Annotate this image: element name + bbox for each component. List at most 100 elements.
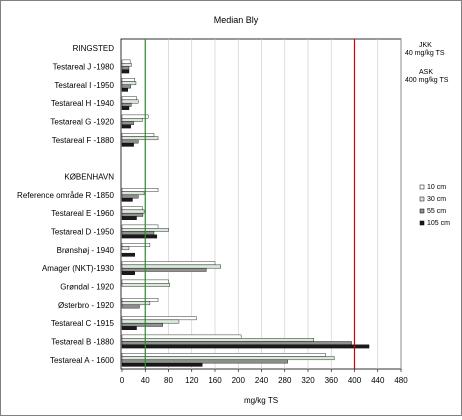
chart-title: Median Bly: [214, 15, 259, 25]
category-label: Testareal J -1980: [53, 63, 115, 72]
x-tick-label: 400: [348, 376, 362, 385]
category-label: Testareal D -1950: [51, 228, 115, 237]
bar: [121, 353, 326, 357]
reference-value-label: 400 mg/kg TS: [405, 77, 449, 84]
bar: [121, 341, 352, 345]
bar: [121, 81, 137, 86]
bar: [121, 224, 159, 229]
x-tick-label: 480: [394, 376, 408, 385]
bar: [121, 206, 143, 211]
reference-value-label: 40 mg/kg TS: [405, 50, 445, 57]
category-label: RINGSTED: [73, 44, 115, 53]
bar: [121, 188, 159, 192]
bar: [121, 139, 139, 144]
bar: [121, 96, 137, 101]
category-label: Amager (NKT)-1930: [42, 264, 115, 273]
bar: [121, 322, 163, 327]
category-label: Testareal A - 1600: [50, 356, 115, 365]
legend-swatch: [419, 184, 425, 190]
category-label: Testareal C -1915: [51, 319, 115, 328]
bar: [121, 117, 143, 122]
bar: [121, 338, 315, 342]
category-label: Testareal I -1950: [54, 81, 114, 90]
bar: [121, 267, 207, 272]
bar: [121, 133, 155, 137]
bar: [121, 106, 130, 110]
bar: [121, 252, 135, 257]
x-tick-label: 360: [325, 376, 339, 385]
x-tick-label: 160: [208, 376, 222, 385]
bar: [121, 271, 135, 275]
bar: [121, 304, 140, 309]
bar: [121, 84, 131, 89]
legend-swatch: [419, 220, 425, 226]
bar: [121, 319, 180, 324]
bar: [121, 356, 335, 361]
bar: [121, 59, 131, 64]
bar: [121, 231, 155, 235]
bar-series: [121, 59, 370, 367]
bar: [121, 121, 134, 125]
x-tick-label: 40: [141, 376, 150, 385]
bar: [121, 99, 139, 104]
bar: [121, 87, 129, 92]
bar: [121, 359, 288, 364]
bar: [121, 246, 130, 251]
category-label: Grøndal - 1920: [60, 283, 114, 292]
x-tick-label: 80: [164, 376, 173, 385]
bar: [121, 264, 222, 269]
x-tick-label: 240: [255, 376, 269, 385]
bar: [121, 136, 159, 141]
x-axis-ticks: 0 40 80 120 160 200 240 280 320 360 400 440 480: [120, 369, 408, 385]
bar: [121, 326, 137, 330]
category-label: Testareal G -1920: [50, 118, 114, 127]
bar: [121, 69, 130, 74]
legend-swatch: [419, 208, 425, 214]
bar: [121, 316, 197, 321]
legend-label: 10 cm: [427, 184, 446, 191]
bar: [121, 243, 151, 247]
legend-label: 55 cm: [427, 208, 446, 215]
x-tick-label: 280: [278, 376, 292, 385]
category-label: Testareal B -1880: [51, 338, 114, 347]
category-label: Brønshøj - 1940: [57, 246, 115, 255]
x-tick-label: 440: [371, 376, 385, 385]
x-axis-label: mg/kg TS: [244, 396, 278, 405]
bar: [121, 142, 134, 147]
reference-lines: [144, 39, 356, 369]
legend: 10 cm 30 cm 55 cm 105 cm: [419, 184, 450, 227]
reference-label: ASK: [419, 69, 433, 76]
bar: [121, 78, 135, 82]
bar: [121, 234, 158, 239]
bar: [121, 216, 137, 220]
bar: [121, 261, 216, 266]
bar: [121, 209, 145, 214]
legend-swatch: [419, 196, 425, 202]
y-axis-labels: RINGSTED Testareal J -1980 Testareal I -19…: [17, 44, 115, 365]
x-tick-label: 120: [185, 376, 199, 385]
bar: [121, 194, 139, 199]
bar: [121, 124, 131, 129]
category-label: Østerbro - 1920: [58, 301, 115, 310]
category-label: Reference område R -1850: [17, 191, 114, 200]
reference-label: JKK: [419, 42, 432, 49]
bar: [121, 344, 370, 349]
bar: [121, 102, 132, 107]
category-label: Testareal E -1960: [51, 209, 114, 218]
legend-label: 105 cm: [427, 220, 450, 227]
category-label: KØBENHAVN: [64, 173, 114, 182]
bar: [121, 197, 133, 202]
bar: [121, 66, 130, 70]
x-tick-label: 320: [301, 376, 315, 385]
bar: [121, 114, 149, 119]
bar: [121, 212, 144, 217]
category-label: Testareal H -1940: [51, 99, 115, 108]
bar: [121, 63, 132, 67]
bar: [121, 334, 242, 339]
x-tick-label: 200: [232, 376, 246, 385]
bar: [121, 362, 203, 367]
bar: [121, 298, 159, 302]
